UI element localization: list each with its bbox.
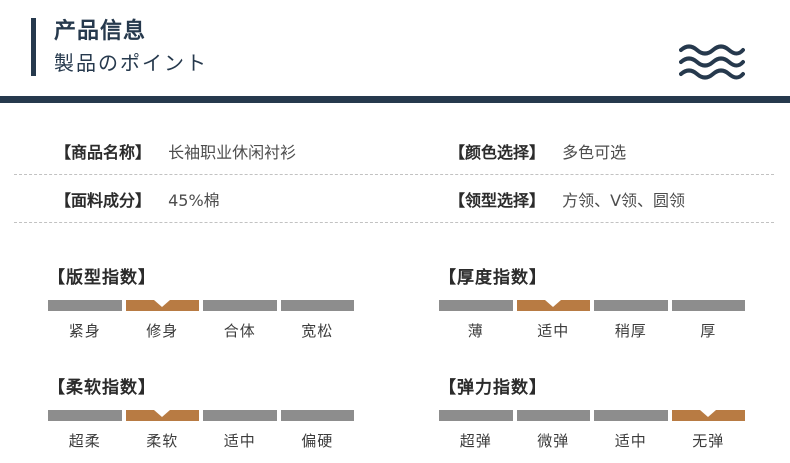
index-bar-label: 超弹 bbox=[459, 432, 492, 450]
index-bar-label: 无弹 bbox=[692, 432, 725, 450]
index-bar bbox=[594, 300, 668, 311]
index-bar bbox=[516, 410, 590, 421]
attribute-product-name: 【商品名称】 长袖职业休闲衬衫 bbox=[14, 139, 389, 163]
index-title: 【弹力指数】 bbox=[439, 378, 547, 398]
index-bar-label: 偏硬 bbox=[301, 432, 334, 450]
header-divider bbox=[0, 96, 790, 103]
index-section-fit: 【版型指数】 紧身 修身 合体 宽松 bbox=[48, 263, 354, 341]
page-header: 产品信息 製品のポイント bbox=[0, 0, 790, 84]
index-bar bbox=[439, 410, 513, 421]
index-title: 【厚度指数】 bbox=[439, 268, 547, 288]
attribute-fabric: 【面料成分】 45%棉 bbox=[14, 187, 389, 211]
index-bar bbox=[203, 410, 277, 421]
index-title: 【柔软指数】 bbox=[48, 378, 156, 398]
index-bar-label: 厚 bbox=[700, 322, 717, 340]
attribute-row: 【商品名称】 长袖职业休闲衬衫 【颜色选择】 多色可选 bbox=[14, 127, 774, 175]
attribute-label: 【面料成分】 bbox=[55, 190, 152, 210]
index-bar bbox=[439, 300, 513, 311]
index-grid: 【版型指数】 紧身 修身 合体 宽松 【厚度指数】 薄 适中 稍厚 厚 【柔 bbox=[48, 263, 745, 451]
index-bar-label: 合体 bbox=[223, 322, 256, 340]
attribute-row: 【面料成分】 45%棉 【领型选择】 方领、V领、圆领 bbox=[14, 175, 774, 223]
index-bar bbox=[671, 300, 745, 311]
index-bar bbox=[48, 410, 122, 421]
index-bar-label: 宽松 bbox=[301, 322, 334, 340]
attribute-value: 多色可选 bbox=[562, 142, 627, 162]
index-bar-label: 修身 bbox=[146, 322, 179, 340]
index-bar bbox=[125, 300, 199, 311]
index-bar bbox=[671, 410, 745, 421]
index-bar bbox=[594, 410, 668, 421]
attribute-label: 【商品名称】 bbox=[55, 142, 152, 162]
index-bar bbox=[48, 300, 122, 311]
index-bar-label: 柔软 bbox=[146, 432, 179, 450]
attribute-value: 长袖职业休闲衬衫 bbox=[168, 142, 297, 162]
attribute-label: 【颜色选择】 bbox=[449, 142, 546, 162]
index-bar bbox=[203, 300, 277, 311]
index-bar-label: 适中 bbox=[614, 432, 647, 450]
index-bar-label: 适中 bbox=[537, 322, 570, 340]
title-block: 产品信息 製品のポイント bbox=[31, 18, 208, 76]
index-bar bbox=[280, 300, 354, 311]
index-bar-label: 薄 bbox=[467, 322, 484, 340]
index-bar-label: 紧身 bbox=[68, 322, 101, 340]
index-section-softness: 【柔软指数】 超柔 柔软 适中 偏硬 bbox=[48, 373, 354, 451]
page-subtitle: 製品のポイント bbox=[54, 50, 208, 75]
index-bar-label: 稍厚 bbox=[614, 322, 647, 340]
index-bar bbox=[280, 410, 354, 421]
index-bar-label: 适中 bbox=[223, 432, 256, 450]
index-section-thickness: 【厚度指数】 薄 适中 稍厚 厚 bbox=[439, 263, 745, 341]
index-bar-label: 超柔 bbox=[68, 432, 101, 450]
attribute-value: 方领、V领、圆领 bbox=[562, 190, 686, 210]
attribute-label: 【领型选择】 bbox=[449, 190, 546, 210]
index-bar-label: 微弹 bbox=[537, 432, 570, 450]
page-title: 产品信息 bbox=[54, 19, 147, 44]
attribute-color-choice: 【颜色选择】 多色可选 bbox=[399, 139, 774, 163]
attributes-table: 【商品名称】 长袖职业休闲衬衫 【颜色选择】 多色可选 【面料成分】 45%棉 … bbox=[14, 127, 774, 223]
index-section-elasticity: 【弹力指数】 超弹 微弹 适中 无弹 bbox=[439, 373, 745, 451]
attribute-value: 45%棉 bbox=[168, 190, 220, 210]
accent-bar bbox=[31, 18, 36, 76]
index-bar bbox=[125, 410, 199, 421]
attribute-collar-type: 【领型选择】 方领、V领、圆领 bbox=[399, 187, 774, 211]
index-title: 【版型指数】 bbox=[48, 268, 156, 288]
waves-icon bbox=[679, 44, 745, 84]
index-bar bbox=[516, 300, 590, 311]
